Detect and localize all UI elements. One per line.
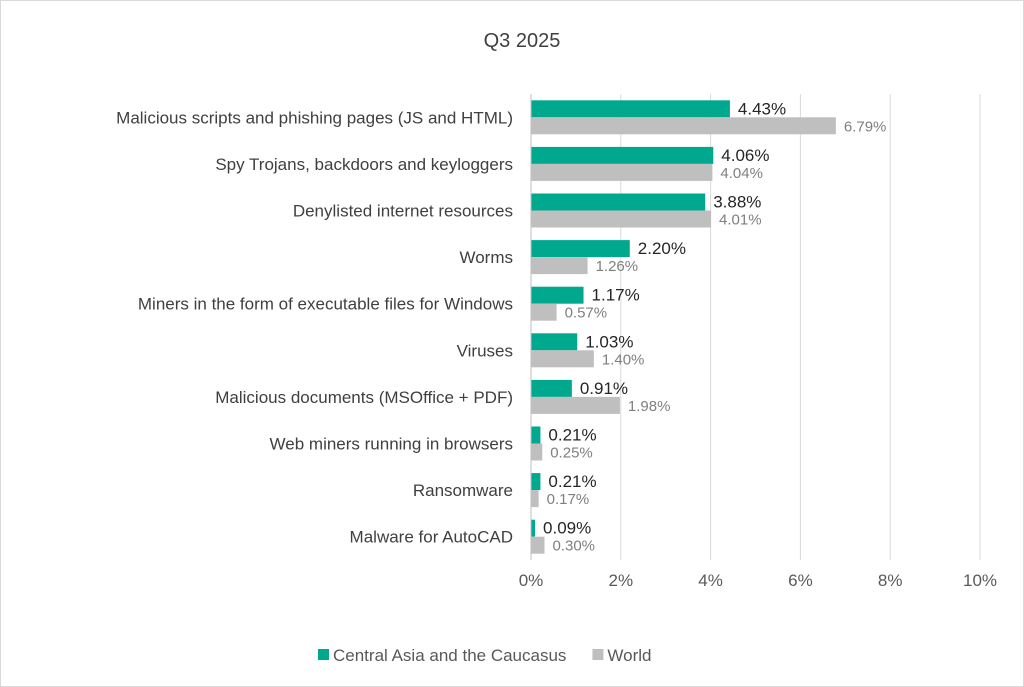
bar-central-asia: [531, 146, 714, 164]
category-label: Ransomware: [413, 481, 513, 500]
x-tick-label: 8%: [878, 571, 903, 590]
category-label: Miners in the form of executable files f…: [138, 295, 513, 314]
legend-label: World: [607, 646, 651, 665]
x-tick-label: 4%: [698, 571, 723, 590]
bar-central-asia: [531, 240, 630, 258]
bar-central-asia: [531, 519, 536, 537]
data-label-central-asia: 1.03%: [585, 332, 633, 351]
data-label-world: 4.01%: [719, 212, 762, 229]
bar-central-asia: [531, 193, 706, 211]
bar-world: [531, 350, 594, 368]
data-label-central-asia: 2.20%: [638, 239, 686, 258]
bar-central-asia: [531, 426, 541, 444]
x-tick-label: 10%: [963, 571, 997, 590]
legend-swatch: [318, 649, 329, 660]
data-label-central-asia: 0.21%: [548, 472, 596, 491]
bar-world: [531, 163, 713, 181]
category-label: Worms: [459, 248, 513, 267]
data-label-world: 1.26%: [596, 258, 639, 275]
category-label: Malicious documents (MSOffice + PDF): [215, 388, 513, 407]
x-tick-label: 0%: [519, 571, 544, 590]
bar-world: [531, 257, 588, 275]
data-label-central-asia: 3.88%: [713, 193, 761, 212]
bar-world: [531, 210, 712, 228]
data-label-world: 4.04%: [720, 165, 763, 182]
category-label: Malware for AutoCAD: [350, 528, 513, 547]
legend-swatch: [592, 649, 604, 660]
data-label-central-asia: 1.17%: [592, 286, 640, 305]
data-label-central-asia: 0.21%: [548, 426, 596, 445]
legend-label: Central Asia and the Caucasus: [333, 646, 566, 665]
data-label-world: 1.40%: [602, 351, 645, 368]
category-label: Denylisted internet resources: [293, 202, 513, 221]
x-tick-label: 2%: [609, 571, 634, 590]
data-label-central-asia: 4.43%: [738, 99, 786, 118]
x-tick-label: 6%: [788, 571, 813, 590]
category-labels: Malicious scripts and phishing pages (JS…: [116, 108, 513, 546]
bar-world: [531, 117, 836, 135]
bar-central-asia: [531, 286, 584, 304]
category-label: Malicious scripts and phishing pages (JS…: [116, 108, 513, 127]
bar-central-asia: [531, 379, 572, 397]
category-label: Viruses: [457, 341, 513, 360]
bar-world: [531, 443, 543, 461]
legend: Central Asia and the Caucasus World: [318, 646, 652, 665]
category-label: Web miners running in browsers: [270, 435, 513, 454]
category-label: Spy Trojans, backdoors and keyloggers: [215, 155, 513, 174]
data-label-world: 0.25%: [550, 445, 593, 462]
bar-central-asia: [531, 333, 578, 351]
data-label-central-asia: 4.06%: [721, 146, 769, 165]
bar-world: [531, 303, 557, 321]
data-label-world: 0.17%: [547, 491, 590, 508]
data-label-central-asia: 0.91%: [580, 379, 628, 398]
data-label-world: 0.57%: [565, 305, 608, 322]
bar-central-asia: [531, 100, 730, 118]
data-label-world: 0.30%: [552, 538, 595, 555]
data-label-central-asia: 0.09%: [543, 519, 591, 538]
bar-central-asia: [531, 473, 541, 491]
bar-world: [531, 396, 620, 414]
bar-world: [531, 536, 545, 554]
chart-title: Q3 2025: [484, 30, 561, 52]
bars-group: 4.43% 6.79% 4.06%4.04% 3.88%4.01% 2.20%1.26%…: [531, 99, 887, 555]
bar-world: [531, 490, 539, 508]
x-axis: 0% 2% 4% 6% 8% 10%: [519, 94, 997, 590]
data-label-world: 1.98%: [628, 398, 671, 415]
data-label-world: 6.79%: [844, 118, 887, 135]
